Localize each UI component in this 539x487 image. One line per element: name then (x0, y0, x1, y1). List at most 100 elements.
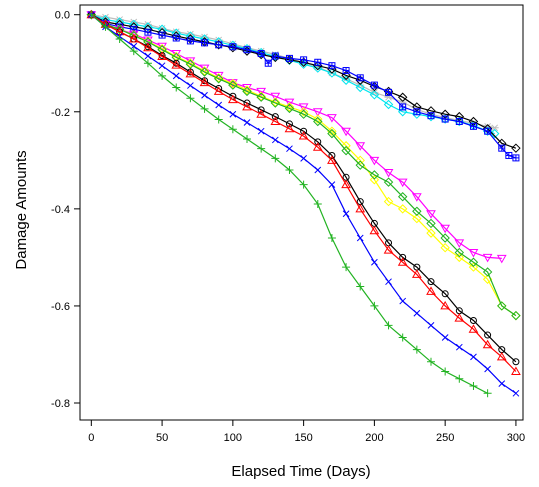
data-point (243, 134, 252, 143)
data-point (512, 389, 520, 397)
data-point (214, 115, 223, 124)
data-point (441, 290, 449, 298)
data-point-detail (343, 67, 350, 74)
data-point (355, 203, 366, 213)
data-point (270, 92, 281, 102)
y-axis: 0.0 -0.2 -0.4 -0.6 -0.8 (51, 10, 80, 410)
data-point (455, 374, 464, 383)
data-point (227, 94, 238, 104)
data-point (312, 142, 323, 151)
series-line (90, 14, 517, 317)
data-point (271, 113, 279, 121)
data-point (355, 82, 365, 93)
data-point (341, 75, 351, 85)
data-point (497, 301, 507, 311)
data-point (313, 116, 323, 127)
data-point (383, 245, 394, 254)
data-point (114, 26, 125, 36)
data-point (383, 196, 394, 207)
data-point-detail (385, 89, 392, 96)
data-point (369, 175, 380, 185)
data-point-detail (314, 59, 321, 66)
data-point (143, 59, 152, 68)
data-point (482, 267, 493, 277)
data-point-detail (456, 118, 463, 125)
data-point (270, 98, 281, 108)
data-point (327, 114, 337, 123)
data-point-detail (265, 60, 272, 67)
data-point (470, 353, 477, 361)
data-point (356, 234, 364, 242)
data-point-detail (173, 35, 180, 42)
x-tick-label: 50 (156, 432, 168, 444)
data-point (199, 66, 210, 76)
x-tick-label: 200 (365, 432, 383, 444)
data-point (284, 123, 295, 133)
data-point (426, 218, 436, 229)
data-point (327, 128, 337, 139)
data-point (468, 262, 479, 272)
data-point (157, 51, 167, 60)
data-point (200, 104, 209, 113)
data-point-detail (244, 46, 251, 53)
data-point (171, 60, 182, 69)
data-point-detail (159, 32, 166, 39)
y-tick-label: -0.4 (51, 204, 70, 216)
data-point (412, 345, 421, 354)
data-point (101, 22, 110, 31)
data-point (383, 168, 394, 178)
y-tick-label: -0.8 (51, 398, 70, 410)
data-point (397, 204, 408, 214)
series-line (90, 14, 488, 394)
data-point (468, 249, 479, 258)
data-point (201, 91, 208, 99)
data-point (412, 206, 422, 216)
data-point-detail (484, 128, 491, 135)
data-point (490, 124, 499, 132)
data-point (511, 143, 521, 153)
data-point (298, 103, 309, 112)
data-point (427, 357, 436, 366)
data-point (411, 269, 422, 278)
data-point (157, 44, 167, 55)
series-plus (87, 10, 492, 398)
data-point (229, 110, 237, 118)
data-point (327, 155, 337, 164)
data-point-detail (357, 74, 364, 81)
data-point (454, 313, 465, 322)
data-point (115, 34, 124, 43)
data-point (327, 68, 337, 78)
data-point (213, 86, 224, 95)
data-point-detail (215, 41, 222, 48)
data-point (314, 166, 322, 174)
data-point-detail (470, 123, 477, 130)
data-point (342, 210, 350, 218)
data-point-detail (229, 43, 236, 50)
data-point (496, 254, 507, 264)
data-point (355, 155, 365, 166)
data-point (383, 177, 394, 187)
data-point (498, 380, 506, 387)
data-point (398, 333, 407, 342)
y-tick-label: 0.0 (55, 10, 70, 22)
data-point (440, 242, 450, 253)
data-point-detail (498, 145, 505, 152)
data-point-detail (505, 152, 512, 159)
data-point-detail (328, 62, 335, 69)
data-point-detail (187, 37, 194, 44)
y-axis-label: Damage Amounts (13, 150, 30, 269)
data-point-detail (272, 52, 279, 59)
data-point (496, 351, 507, 361)
data-point (199, 67, 210, 77)
data-point (482, 253, 493, 263)
data-point (185, 59, 196, 69)
data-point (399, 297, 407, 305)
plot-frame (79, 4, 524, 421)
data-point (285, 166, 294, 175)
data-point (256, 109, 267, 118)
data-point (313, 200, 322, 209)
data-point (271, 136, 279, 144)
data-point (489, 128, 500, 139)
series-layer (86, 9, 521, 398)
data-point (130, 42, 138, 50)
